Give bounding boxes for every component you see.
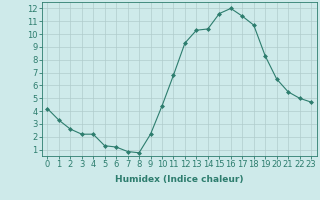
X-axis label: Humidex (Indice chaleur): Humidex (Indice chaleur) [115,175,244,184]
